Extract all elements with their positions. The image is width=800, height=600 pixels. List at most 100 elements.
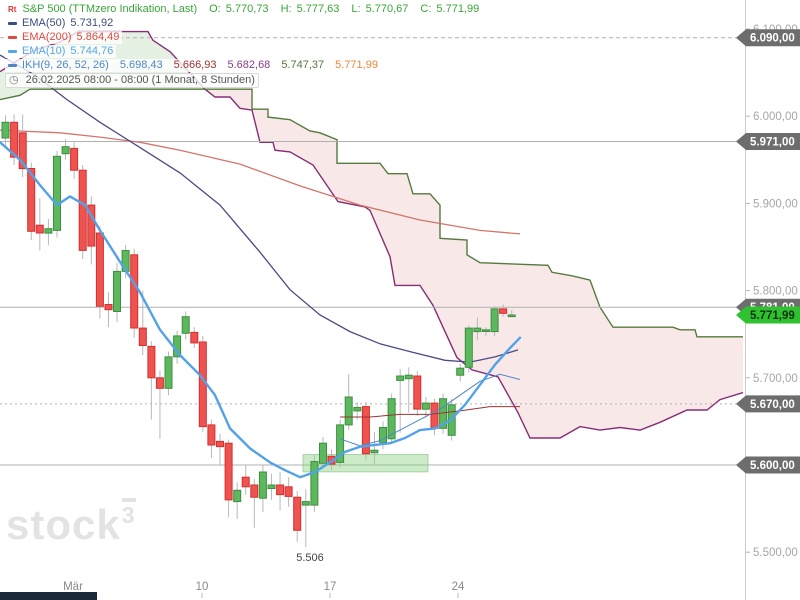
candlesticks	[1, 114, 516, 547]
price-badge-5.771,99[interactable]: 5.771,99	[736, 306, 800, 324]
candle-body	[104, 304, 113, 311]
price-tick-label: 5.900,00	[753, 198, 798, 210]
candle-body	[250, 484, 259, 498]
price-badge-5.971,00[interactable]: 5.971,00	[736, 133, 800, 150]
ema50-legend-row[interactable]: EMA(50) 5.731,92	[5, 17, 117, 30]
time-axis[interactable]: Mär 10 17 24	[63, 581, 465, 598]
price-badge-5.670,00[interactable]: 5.670,00	[736, 395, 800, 413]
ema200-legend-row[interactable]: EMA(200) 5.864,49	[5, 31, 123, 44]
candle	[35, 198, 44, 251]
ema10-value: 5.744,76	[70, 45, 114, 57]
senkou-a-value: 5.747,37	[281, 59, 325, 71]
price-tick-label: 5.700,00	[753, 373, 798, 385]
ema200-label: EMA(200)	[22, 31, 72, 43]
candle-body	[35, 224, 44, 234]
close-value: 5.771,99	[436, 3, 480, 15]
tenkan-plot-line	[339, 373, 521, 447]
ema50-plot-line	[0, 54, 519, 363]
candle-body	[267, 484, 276, 489]
ema10-legend-row[interactable]: EMA(10) 5.744,76	[5, 45, 117, 58]
low-label: L:	[351, 3, 361, 15]
watermark-sup: 3	[121, 498, 136, 528]
candle	[181, 311, 190, 340]
indicator-legend: Rt S&P 500 (TTMzero Indikation, Last) O:…	[5, 3, 483, 88]
candle	[293, 491, 302, 542]
ema200-value: 5.864,49	[76, 31, 120, 43]
price-tick-label: 5.500,00	[753, 547, 798, 559]
candle-body	[113, 270, 121, 312]
price-badge-shape	[736, 133, 800, 150]
ema10-label: EMA(10)	[22, 45, 66, 57]
candle	[284, 477, 293, 507]
senkou-a-line	[0, 88, 743, 338]
candle	[267, 473, 276, 500]
candle-body	[258, 471, 267, 499]
candle-body	[95, 232, 104, 307]
time-tick-label: 10	[196, 581, 209, 593]
candle	[113, 262, 121, 322]
close-label: C:	[420, 3, 432, 15]
symbol-legend-row[interactable]: Rt S&P 500 (TTMzero Indikation, Last) O:…	[5, 3, 483, 16]
candle	[456, 363, 465, 382]
candle	[396, 369, 405, 433]
candle	[61, 138, 70, 160]
candle-body	[456, 367, 465, 376]
candle	[224, 439, 233, 518]
candle-body	[27, 168, 36, 232]
candle-body	[482, 329, 490, 332]
candle	[310, 454, 319, 513]
price-badge-6.090,00[interactable]: 6.090,00	[736, 29, 800, 47]
low-price-label: 5.506	[296, 552, 324, 564]
ema10-line	[0, 141, 522, 479]
price-badges[interactable]: 6.090,005.971,005.781,005.670,005.600,00…	[736, 29, 800, 474]
candle	[155, 370, 164, 439]
candle-body	[155, 377, 164, 389]
ema50-label: EMA(50)	[22, 17, 66, 29]
candle	[164, 351, 173, 396]
watermark-text: stock	[6, 501, 121, 548]
candle-body	[379, 427, 387, 443]
candle	[507, 310, 516, 318]
chikou-value: 5.771,99	[335, 59, 378, 71]
candle	[413, 370, 422, 417]
candle	[104, 292, 113, 328]
candle	[361, 402, 370, 461]
price-badge-shape	[736, 395, 800, 413]
kijun-value: 5.666,93	[173, 59, 217, 71]
candle	[216, 433, 224, 465]
price-badge-5.600,00[interactable]: 5.600,00	[736, 456, 800, 474]
candle	[241, 465, 250, 495]
price-badge-text: 5.771,99	[750, 310, 795, 322]
ichimoku-legend-row[interactable]: IKH(9, 26, 52, 26) 5.698,43 5.666,93 5.6…	[5, 59, 381, 72]
candle-body	[344, 396, 353, 426]
candle	[70, 142, 79, 179]
candle-body	[44, 228, 53, 234]
senkou-b-line	[0, 30, 744, 439]
candle-body	[284, 486, 293, 497]
candle	[482, 327, 490, 336]
candle-body	[490, 308, 499, 333]
timeframe-row[interactable]: ◷ 26.02.2025 08:00 - 08:00 (1 Monat, 8 S…	[5, 73, 259, 88]
price-level-lines[interactable]	[0, 37, 745, 466]
candle	[190, 327, 199, 349]
ema10-plot-line	[0, 141, 522, 479]
candle	[1, 115, 10, 146]
high-label: H:	[280, 3, 292, 15]
candle	[319, 437, 327, 469]
candle-body	[224, 442, 233, 501]
candle-body	[319, 442, 327, 464]
candle-body	[336, 424, 345, 463]
candle-body	[198, 341, 207, 428]
candle	[387, 393, 396, 445]
candle-body	[78, 169, 87, 251]
candle-body	[507, 314, 516, 318]
candle-body	[301, 501, 310, 506]
candle	[258, 465, 267, 513]
time-tick-label: 17	[324, 581, 337, 593]
candle-body	[361, 406, 370, 455]
candle-body	[293, 496, 302, 531]
ichimoku-line-icon	[8, 64, 17, 67]
candle-body	[430, 402, 439, 429]
